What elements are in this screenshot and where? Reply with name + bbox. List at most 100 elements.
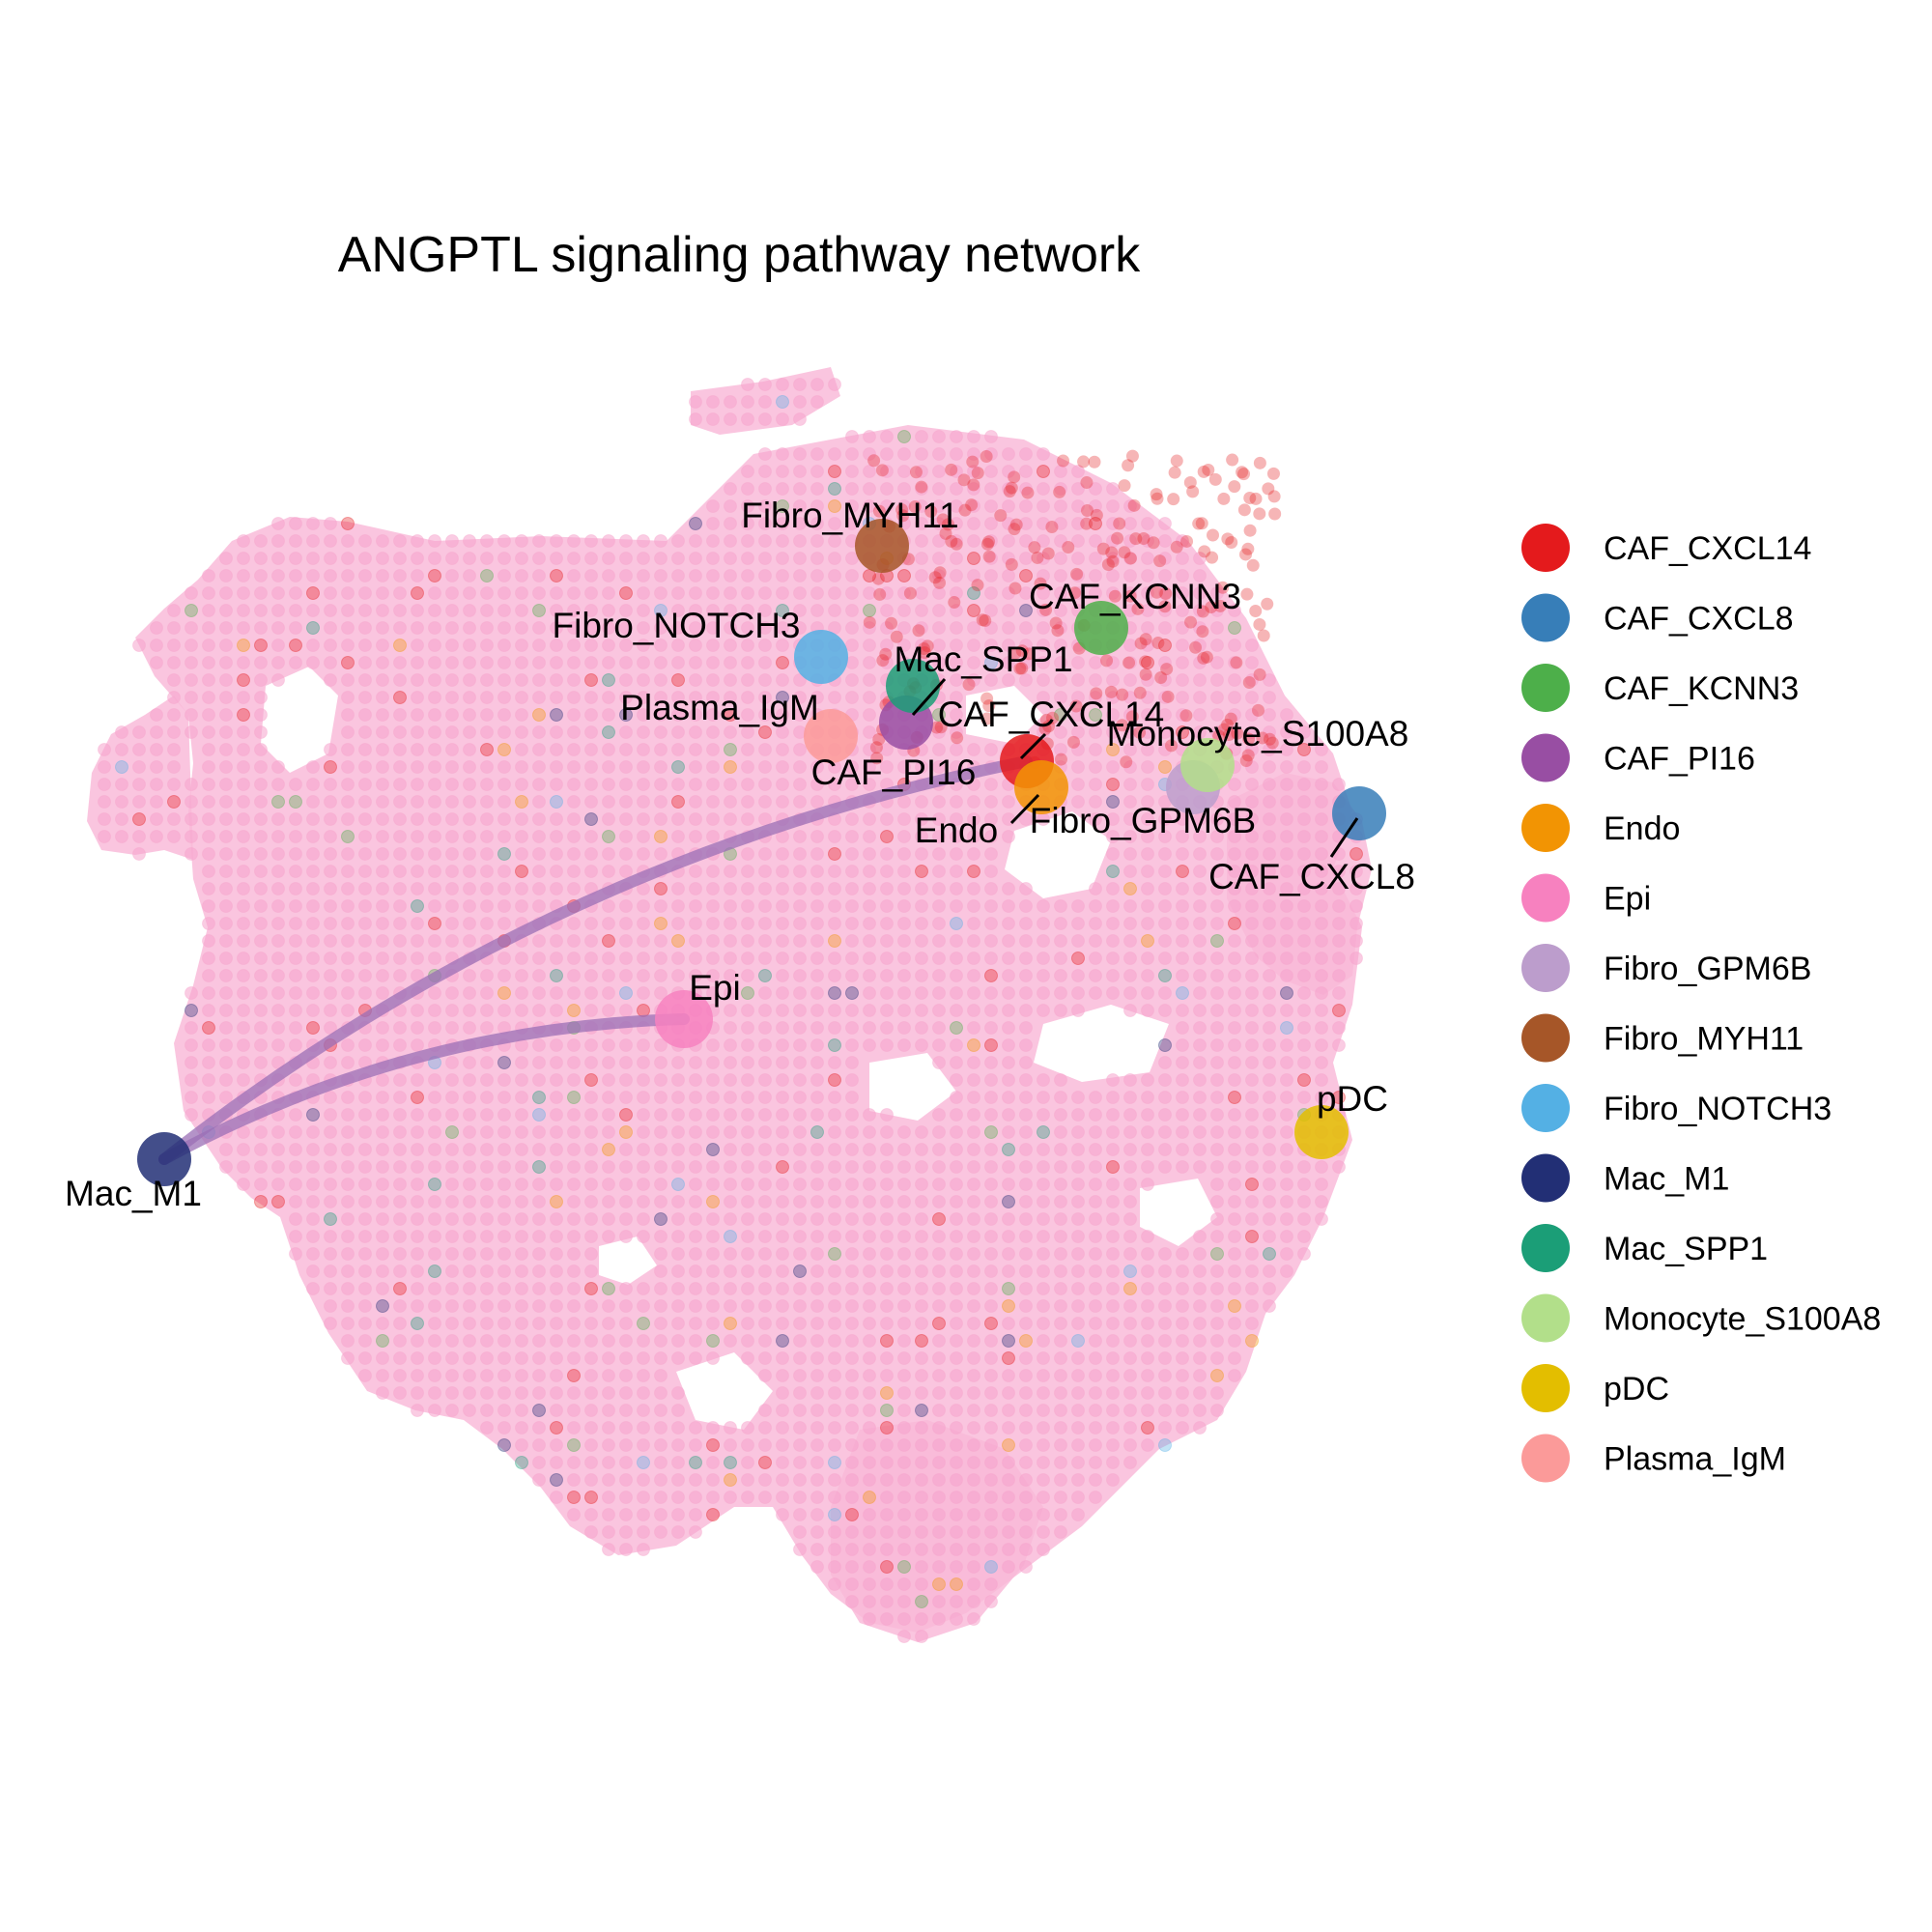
- tissue-spot: [358, 1264, 372, 1278]
- tissue-spot: [863, 725, 876, 739]
- tissue-spot: [411, 1021, 424, 1035]
- tissue-spot: [950, 447, 963, 461]
- tissue-spot: [341, 1317, 355, 1330]
- tissue-spot: [411, 1143, 424, 1156]
- tissue-spot: [1106, 586, 1120, 600]
- tissue-spot: [532, 934, 546, 948]
- tissue-spot: [602, 1299, 615, 1313]
- tissue-spot: [1089, 1125, 1102, 1139]
- legend-label-caf-kcnn3: CAF_KCNN3: [1604, 670, 1799, 707]
- tissue-spot: [411, 1334, 424, 1348]
- tissue-spot: [428, 1004, 441, 1017]
- tissue-spot: [1002, 1386, 1015, 1400]
- tissue-spot: [602, 1508, 615, 1521]
- tissue-spot: [602, 778, 615, 791]
- tissue-spot: [637, 1091, 650, 1104]
- tissue-spot: [845, 1595, 859, 1608]
- tissue-spot: [1037, 1525, 1050, 1539]
- tissue-spot: [654, 1386, 668, 1400]
- tissue-spot: [967, 1317, 980, 1330]
- tissue-spot: [1108, 589, 1122, 603]
- tissue-spot: [984, 465, 998, 478]
- edge-mac-m1-to-epi: [158, 1013, 690, 1165]
- tissue-spot: [445, 621, 459, 635]
- tissue-spot: [1106, 1386, 1120, 1400]
- tissue-spot: [921, 639, 934, 653]
- tissue-spot: [724, 934, 737, 948]
- tissue-spot: [1141, 812, 1154, 826]
- tissue-spot: [1019, 1351, 1033, 1365]
- tissue-spot: [1019, 499, 1033, 513]
- tissue-spot: [776, 725, 789, 739]
- tissue-spot: [758, 1351, 772, 1365]
- tissue-spot: [793, 760, 807, 774]
- tissue-spot: [550, 1143, 563, 1156]
- label-leader-line: [911, 678, 947, 716]
- tissue-spot: [903, 586, 917, 600]
- tissue-spot: [1106, 691, 1120, 704]
- tissue-spot: [341, 952, 355, 965]
- tissue-spot: [1176, 586, 1189, 600]
- node-label-mac-spp1: Mac_SPP1: [894, 639, 1072, 679]
- tissue-spot: [497, 1160, 511, 1174]
- tissue-spot: [932, 1264, 946, 1278]
- tissue-spot: [895, 503, 909, 517]
- tissue-spot: [619, 1160, 633, 1174]
- tissue-spot: [428, 865, 441, 878]
- tissue-spot: [324, 934, 337, 948]
- tissue-spot: [706, 1056, 720, 1069]
- tissue-spot: [967, 1404, 980, 1417]
- tissue-spot: [924, 504, 938, 518]
- tissue-spot: [532, 1108, 546, 1122]
- tissue-spot: [915, 1004, 928, 1017]
- tissue-spot: [1037, 1004, 1050, 1017]
- tissue-spot: [1071, 656, 1085, 669]
- tissue-spot: [880, 1317, 894, 1330]
- tissue-spot: [741, 1247, 754, 1261]
- tissue-spot: [810, 865, 824, 878]
- tissue-spot: [1002, 1438, 1015, 1452]
- tissue-spot: [1106, 554, 1120, 568]
- tissue-spot: [1315, 917, 1328, 930]
- tissue-spot: [1019, 639, 1033, 652]
- tissue-spot: [706, 1125, 720, 1139]
- tissue-spot: [1071, 795, 1085, 809]
- tissue-spot: [863, 1612, 876, 1626]
- tissue-spot: [1002, 1456, 1015, 1469]
- tissue-spot: [671, 1299, 685, 1313]
- tissue-spot: [602, 1143, 615, 1156]
- tissue-spot: [445, 1178, 459, 1191]
- tissue-spot: [984, 1160, 998, 1174]
- tissue-spot: [967, 1421, 980, 1435]
- tissue-spot: [515, 1438, 528, 1452]
- tissue-spot: [619, 795, 633, 809]
- tissue-spot: [237, 604, 250, 617]
- tissue-spot: [358, 1125, 372, 1139]
- tissue-spot: [828, 586, 841, 600]
- tissue-spot: [150, 830, 163, 843]
- tissue-spot: [497, 586, 511, 600]
- tissue-spot: [1176, 952, 1189, 965]
- tissue-spot: [1019, 1143, 1033, 1156]
- tissue-spot: [1245, 1143, 1259, 1156]
- tissue-spot: [1263, 1073, 1276, 1087]
- tissue-spot: [880, 1404, 894, 1417]
- tissue-spot: [1176, 986, 1189, 1000]
- tissue-spot: [863, 1543, 876, 1556]
- tissue-spot: [584, 812, 598, 826]
- tissue-spot: [219, 899, 233, 913]
- tissue-spot: [289, 847, 302, 861]
- tissue-spot: [1070, 567, 1084, 581]
- tissue-spot: [1297, 1038, 1311, 1052]
- tissue-spot: [532, 1456, 546, 1469]
- tissue-spot: [689, 1091, 702, 1104]
- tissue-spot: [1280, 969, 1293, 982]
- tissue-spot: [758, 1317, 772, 1330]
- tissue-spot: [1123, 1299, 1137, 1313]
- tissue-spot: [1245, 1038, 1259, 1052]
- tissue-spot: [393, 865, 407, 878]
- tissue-spot: [1019, 482, 1033, 496]
- tissue-spot: [980, 450, 993, 464]
- tissue-spot: [497, 1404, 511, 1417]
- tissue-spot: [810, 882, 824, 895]
